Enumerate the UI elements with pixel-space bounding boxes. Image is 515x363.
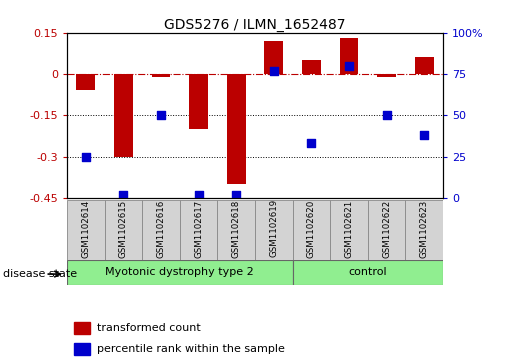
Point <box>157 113 165 118</box>
Bar <box>339 38 358 74</box>
Bar <box>377 74 396 77</box>
Bar <box>264 41 283 74</box>
Point <box>269 68 278 74</box>
Bar <box>227 74 246 184</box>
Bar <box>142 200 180 260</box>
Bar <box>75 343 90 355</box>
Bar <box>105 200 142 260</box>
Text: GSM1102618: GSM1102618 <box>232 199 241 257</box>
Bar <box>114 74 133 156</box>
Bar <box>302 60 321 74</box>
Text: control: control <box>348 267 387 277</box>
Bar <box>217 200 255 260</box>
Text: GSM1102614: GSM1102614 <box>81 199 90 257</box>
Bar <box>293 260 443 285</box>
Bar <box>255 200 293 260</box>
Text: disease state: disease state <box>3 269 77 279</box>
Text: GSM1102617: GSM1102617 <box>194 199 203 257</box>
Point <box>119 192 128 197</box>
Bar <box>151 74 170 77</box>
Bar <box>330 200 368 260</box>
Bar <box>75 322 90 334</box>
Bar <box>67 260 293 285</box>
Bar <box>180 200 217 260</box>
Title: GDS5276 / ILMN_1652487: GDS5276 / ILMN_1652487 <box>164 18 346 32</box>
Bar <box>189 74 208 129</box>
Bar <box>368 200 405 260</box>
Text: GSM1102621: GSM1102621 <box>345 199 353 257</box>
Point <box>345 63 353 69</box>
Text: GSM1102615: GSM1102615 <box>119 199 128 257</box>
Bar <box>76 74 95 90</box>
Text: GSM1102619: GSM1102619 <box>269 199 278 257</box>
Text: GSM1102620: GSM1102620 <box>307 199 316 257</box>
Point <box>420 132 428 138</box>
Point <box>307 140 315 146</box>
Text: percentile rank within the sample: percentile rank within the sample <box>97 344 285 354</box>
Bar <box>293 200 330 260</box>
Bar <box>405 200 443 260</box>
Bar <box>67 200 105 260</box>
Text: transformed count: transformed count <box>97 323 201 333</box>
Text: GSM1102623: GSM1102623 <box>420 199 428 257</box>
Point <box>195 192 203 197</box>
Bar <box>415 57 434 74</box>
Point <box>81 154 90 159</box>
Text: GSM1102622: GSM1102622 <box>382 199 391 257</box>
Text: Myotonic dystrophy type 2: Myotonic dystrophy type 2 <box>106 267 254 277</box>
Point <box>382 113 390 118</box>
Point <box>232 192 240 197</box>
Text: GSM1102616: GSM1102616 <box>157 199 165 257</box>
